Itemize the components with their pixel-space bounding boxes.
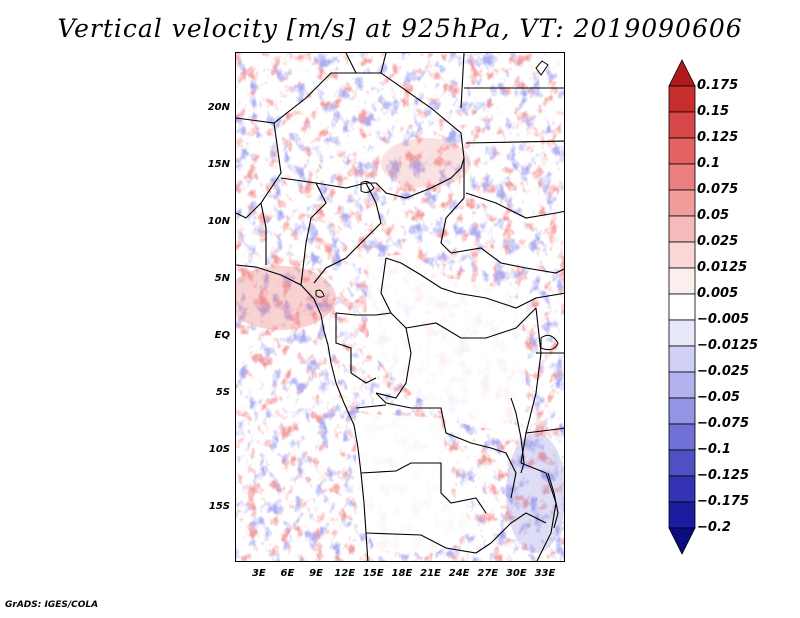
colorbar-segment <box>668 59 696 87</box>
colorbar-tick-label: 0.0125 <box>697 260 748 275</box>
colorbar-tick-label: 0.025 <box>697 234 739 249</box>
colorbar-segment <box>668 215 696 243</box>
lon-tick-label: 27E <box>477 568 499 579</box>
lat-tick-label: 15S <box>208 501 230 513</box>
colorbar-tick-label: −0.1 <box>697 442 731 457</box>
lat-tick-label: 10N <box>207 216 230 228</box>
colorbar-tick-label: −0.2 <box>697 520 731 535</box>
country-borders <box>236 53 564 561</box>
colorbar-tick-label: 0.1 <box>697 156 721 171</box>
colorbar-tick-label: 0.15 <box>697 104 730 119</box>
colorbar-segment <box>668 163 696 191</box>
lon-tick-label: 9E <box>309 568 323 579</box>
lat-tick-label: 15N <box>207 159 230 171</box>
ascent-area-sahara <box>381 138 471 188</box>
lon-tick-label: 12E <box>334 568 356 579</box>
velocity-field-map <box>236 53 564 561</box>
colorbar <box>668 59 696 555</box>
colorbar-segment <box>668 527 696 555</box>
colorbar-segment <box>668 85 696 113</box>
descent-area-east <box>506 433 564 553</box>
lon-tick-label: 18E <box>391 568 413 579</box>
colorbar-segment <box>668 423 696 451</box>
lon-tick-label: 33E <box>534 568 556 579</box>
colorbar-segment <box>668 293 696 321</box>
colorbar-segment <box>668 241 696 269</box>
colorbar-tick-label: −0.125 <box>697 468 750 483</box>
colorbar-tick-label: −0.025 <box>697 364 750 379</box>
lakes <box>315 60 559 351</box>
colorbar-segment <box>668 345 696 373</box>
colorbar-tick-label: −0.175 <box>697 494 750 509</box>
colorbar-tick-label: 0.175 <box>697 78 739 93</box>
colorbar-tick-label: 0.125 <box>697 130 739 145</box>
colorbar-segment <box>668 189 696 217</box>
strong-ascent-area <box>236 266 336 330</box>
lat-tick-label: 10S <box>208 444 230 456</box>
lon-tick-label: 3E <box>251 568 266 579</box>
colorbar-segment <box>668 501 696 529</box>
colorbar-segment <box>668 475 696 503</box>
colorbar-tick-label: 0.075 <box>697 182 739 197</box>
lon-tick-label: 30E <box>505 568 527 579</box>
lon-tick-label: 15E <box>362 568 384 579</box>
colorbar-tick-label: −0.005 <box>697 312 750 327</box>
colorbar-tick-label: −0.075 <box>697 416 750 431</box>
map-panel <box>235 52 565 562</box>
colorbar-segment <box>668 319 696 347</box>
colorbar-tick-label: 0.05 <box>697 208 730 223</box>
neutral-area-angola-zambia <box>356 413 476 553</box>
lat-tick-label: EQ <box>214 330 230 342</box>
colorbar-tick-label: −0.0125 <box>697 338 759 353</box>
lon-tick-label: 6E <box>280 568 295 579</box>
colorbar-segment <box>668 397 696 425</box>
colorbar-tick-label: 0.005 <box>697 286 739 301</box>
colorbar-segment <box>668 111 696 139</box>
colorbar-segment <box>668 137 696 165</box>
footer-credit: GrADS: IGES/COLA <box>5 600 99 610</box>
colorbar-segment <box>668 371 696 399</box>
lat-tick-label: 5S <box>215 387 230 399</box>
lon-tick-label: 21E <box>420 568 441 579</box>
lat-tick-label: 5N <box>214 273 230 285</box>
map-title: Vertical velocity [m/s] at 925hPa, VT: 2… <box>57 14 743 43</box>
colorbar-tick-label: −0.05 <box>697 390 740 405</box>
colorbar-segment <box>668 267 696 295</box>
lon-tick-label: 24E <box>448 568 470 579</box>
lat-tick-label: 20N <box>207 102 230 114</box>
colorbar-segment <box>668 449 696 477</box>
